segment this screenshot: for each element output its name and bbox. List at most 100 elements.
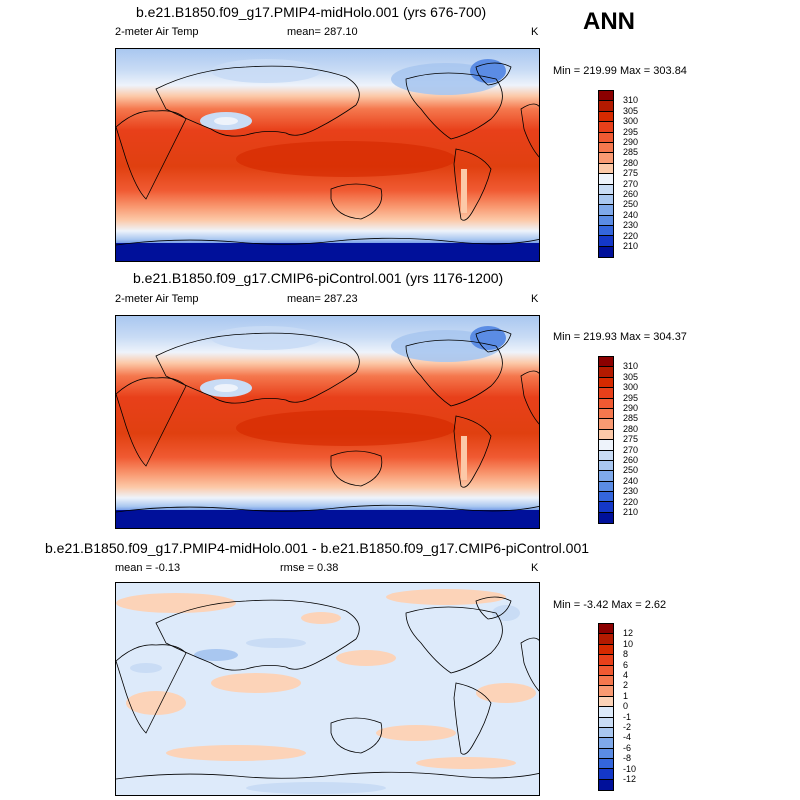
colorbar-swatch	[599, 184, 613, 195]
colorbar-tick-label: 0	[623, 701, 629, 712]
colorbar-swatch	[599, 696, 613, 708]
panel3-rmse: rmse = 0.38	[280, 562, 339, 574]
colorbar-tick-label: 240	[623, 475, 639, 486]
colorbar-tick-label: 295	[623, 392, 639, 403]
colorbar-tick-label: -12	[623, 774, 637, 784]
colorbar-swatch	[599, 634, 613, 645]
panel1-minmax: Min = 219.99 Max = 303.84	[553, 65, 687, 77]
colorbar-swatch	[599, 675, 613, 687]
colorbar-swatch	[599, 132, 613, 143]
colorbar-swatch	[599, 738, 613, 749]
colorbar-tick-label: 2	[623, 680, 629, 691]
panel3-colorbar	[598, 623, 614, 792]
colorbar-swatch	[599, 226, 613, 237]
colorbar-swatch	[599, 492, 613, 503]
colorbar-swatch	[599, 759, 613, 770]
colorbar-swatch	[599, 512, 613, 524]
colorbar-tick-label: 275	[623, 434, 639, 445]
colorbar-tick-label: 260	[623, 455, 639, 465]
colorbar-swatch	[599, 460, 613, 472]
colorbar-swatch	[599, 398, 613, 409]
colorbar-swatch	[599, 727, 613, 739]
colorbar-tick-label: 310	[623, 361, 639, 372]
colorbar-tick-label: 250	[623, 199, 639, 210]
colorbar-swatch	[599, 163, 613, 175]
colorbar-tick-label: 300	[623, 382, 639, 393]
colorbar-tick-label: 280	[623, 157, 639, 168]
colorbar-tick-label: 305	[623, 371, 639, 382]
panel1-units: K	[531, 26, 539, 38]
colorbar-swatch	[599, 644, 613, 656]
colorbar-tick-label: -2	[623, 722, 632, 732]
colorbar-tick-label: 280	[623, 423, 639, 434]
colorbar-swatch	[599, 481, 613, 493]
colorbar-tick-label: 10	[623, 638, 634, 649]
colorbar-swatch	[599, 205, 613, 216]
colorbar-swatch	[599, 357, 613, 368]
panel2-temperature-map	[115, 315, 540, 529]
colorbar-tick-label: 310	[623, 95, 639, 106]
panel2-units: K	[531, 293, 539, 305]
panel3-difference-map	[115, 582, 540, 796]
colorbar-swatch	[599, 655, 613, 666]
colorbar-tick-label: 270	[623, 178, 639, 189]
panel1-mean: mean= 287.10	[287, 26, 358, 38]
colorbar-swatch	[599, 707, 613, 718]
colorbar-tick-label: 240	[623, 209, 639, 220]
colorbar-tick-label: 6	[623, 659, 629, 670]
colorbar-swatch	[599, 665, 613, 676]
panel3-mean: mean = -0.13	[115, 562, 181, 574]
colorbar-swatch	[599, 748, 613, 760]
colorbar-swatch	[599, 686, 613, 697]
colorbar-swatch	[599, 419, 613, 430]
panel2-minmax: Min = 219.93 Max = 304.37	[553, 331, 687, 343]
panel3-units: K	[531, 562, 539, 574]
colorbar-swatch	[599, 142, 613, 154]
colorbar-swatch	[599, 194, 613, 206]
panel1-temperature-map	[115, 48, 540, 262]
colorbar-swatch	[599, 153, 613, 164]
colorbar-swatch	[599, 717, 613, 728]
colorbar-swatch	[599, 624, 613, 635]
season-label: ANN	[583, 8, 635, 35]
colorbar-tick-label: -10	[623, 763, 637, 774]
colorbar-tick-label: 285	[623, 147, 639, 158]
colorbar-tick-label: 295	[623, 126, 639, 137]
panel1-colorbar	[598, 90, 614, 259]
panel1-title: b.e21.B1850.f09_g17.PMIP4-midHolo.001 (y…	[136, 4, 487, 20]
colorbar-tick-label: 220	[623, 496, 639, 507]
colorbar-tick-label: 285	[623, 413, 639, 424]
colorbar-swatch	[599, 367, 613, 378]
colorbar-swatch	[599, 471, 613, 482]
colorbar-tick-label: 275	[623, 168, 639, 179]
colorbar-swatch	[599, 769, 613, 780]
colorbar-swatch	[599, 174, 613, 185]
panel2-mean: mean= 287.23	[287, 293, 358, 305]
panel2-title: b.e21.B1850.f09_g17.CMIP6-piControl.001 …	[133, 270, 504, 286]
colorbar-tick-label: 210	[623, 507, 639, 517]
colorbar-tick-label: -1	[623, 711, 632, 722]
colorbar-tick-label: 220	[623, 230, 639, 241]
colorbar-tick-label: -6	[623, 742, 632, 753]
colorbar-tick-label: 12	[623, 628, 634, 639]
colorbar-swatch	[599, 91, 613, 102]
colorbar-swatch	[599, 377, 613, 389]
colorbar-tick-label: 300	[623, 116, 639, 127]
colorbar-tick-label: 4	[623, 670, 629, 680]
colorbar-tick-label: 230	[623, 486, 639, 497]
colorbar-swatch	[599, 440, 613, 451]
colorbar-swatch	[599, 388, 613, 399]
panel3-title: b.e21.B1850.f09_g17.PMIP4-midHolo.001 - …	[45, 540, 590, 556]
panel2-colorbar	[598, 356, 614, 525]
colorbar-swatch	[599, 236, 613, 247]
colorbar-swatch	[599, 215, 613, 227]
panel3-minmax: Min = -3.42 Max = 2.62	[553, 599, 667, 611]
colorbar-tick-label: 290	[623, 403, 639, 413]
colorbar-swatch	[599, 502, 613, 513]
colorbar-tick-label: 230	[623, 220, 639, 231]
colorbar-tick-label: -8	[623, 753, 632, 764]
colorbar-tick-label: 305	[623, 105, 639, 116]
colorbar-tick-label: 270	[623, 444, 639, 455]
colorbar-tick-label: 250	[623, 465, 639, 476]
colorbar-swatch	[599, 429, 613, 441]
